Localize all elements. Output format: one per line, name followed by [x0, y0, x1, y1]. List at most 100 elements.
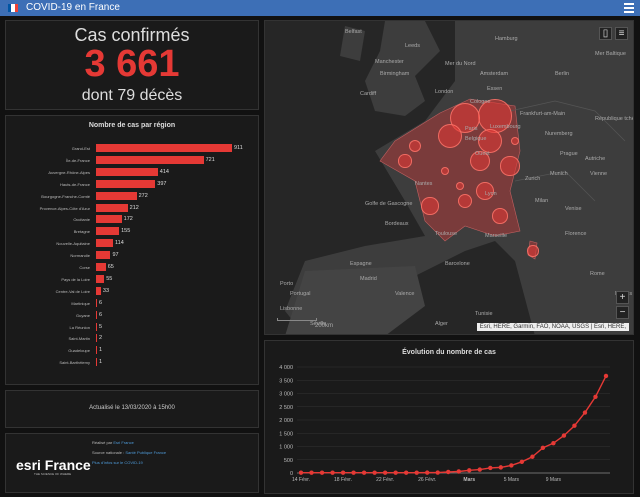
cases-data-point[interactable]	[351, 470, 356, 475]
region-bar[interactable]	[96, 179, 156, 188]
cases-data-point[interactable]	[498, 465, 504, 470]
source-link[interactable]: Santé Publique France	[125, 450, 167, 455]
region-bar-row[interactable]: Normandie 97	[6, 251, 260, 260]
case-bubble[interactable]	[510, 136, 520, 146]
case-bubble[interactable]	[500, 156, 520, 176]
zoom-out-button[interactable]: −	[616, 306, 629, 319]
map-place-label: Alger	[435, 321, 448, 327]
case-bubble[interactable]	[477, 128, 503, 154]
region-bar[interactable]	[96, 239, 114, 248]
cases-data-point[interactable]	[403, 470, 409, 475]
y-tick-label: 0	[290, 471, 293, 477]
case-bubble[interactable]	[408, 139, 422, 153]
region-bar[interactable]	[96, 215, 122, 224]
made-by-link[interactable]: Esri France	[113, 440, 134, 445]
region-bar[interactable]	[96, 286, 101, 295]
map-panel[interactable]: Belfast Leeds Manchester Birmingham Cardiff L…	[264, 20, 634, 335]
cases-data-point[interactable]	[509, 463, 514, 468]
case-bubble[interactable]	[421, 197, 439, 215]
region-bar-row[interactable]: Auvergne-Rhône-Alpes 414	[6, 167, 260, 176]
map-place-label: Tunisie	[475, 311, 493, 317]
cases-data-point[interactable]	[477, 467, 482, 472]
region-bar-row[interactable]: Île-de-France 721	[6, 155, 260, 164]
region-bar-row[interactable]: Pays de la Loire 55	[6, 274, 260, 283]
case-bubble[interactable]	[398, 154, 412, 168]
region-bar[interactable]	[96, 155, 204, 164]
cases-data-point[interactable]	[582, 410, 588, 415]
region-bar[interactable]	[96, 227, 120, 236]
cases-data-point[interactable]	[309, 470, 314, 475]
cases-data-point[interactable]	[330, 470, 335, 475]
region-bar[interactable]	[96, 274, 105, 283]
cases-data-point[interactable]	[319, 470, 325, 475]
region-bar-row[interactable]: Grand-Est 911	[6, 144, 260, 152]
region-bar-row[interactable]: Bretagne 155	[6, 227, 260, 236]
cases-data-point[interactable]	[340, 470, 346, 475]
region-bar-row[interactable]: Guadeloupe 1	[6, 346, 260, 355]
region-bar[interactable]	[96, 358, 97, 367]
region-bar-row[interactable]: Nouvelle-Aquitaine 114	[6, 239, 260, 248]
bookmark-button[interactable]: ▯	[599, 27, 612, 40]
region-bar[interactable]	[96, 298, 97, 307]
case-bubble[interactable]	[527, 245, 539, 257]
cases-data-point[interactable]	[425, 470, 430, 475]
cases-data-point[interactable]	[603, 373, 609, 379]
cases-data-point[interactable]	[572, 423, 577, 428]
cases-data-point[interactable]	[593, 394, 598, 399]
region-bar[interactable]	[96, 203, 128, 212]
cases-data-point[interactable]	[372, 470, 377, 475]
region-bar-row[interactable]: Centre-Val de Loire 33	[6, 286, 260, 295]
region-bar-row[interactable]: Saint-Barthélemy 1	[6, 358, 260, 367]
cases-data-point[interactable]	[540, 445, 546, 451]
cases-data-point[interactable]	[551, 440, 556, 446]
region-bar-row[interactable]: Occitanie 172	[6, 215, 260, 224]
y-tick-label: 3 000	[279, 392, 293, 398]
map-place-label: Autriche	[585, 156, 606, 162]
region-bar[interactable]	[96, 251, 111, 260]
menu-icon[interactable]	[624, 3, 634, 13]
case-bubble[interactable]	[440, 166, 450, 176]
region-bar-row[interactable]: Guyane 6	[6, 310, 260, 319]
region-bar[interactable]	[96, 346, 97, 355]
layers-button[interactable]: ≡	[615, 27, 628, 40]
region-bar[interactable]	[96, 167, 158, 176]
cases-data-point[interactable]	[467, 468, 472, 473]
case-bubble[interactable]	[455, 181, 464, 190]
region-bar-row[interactable]: Martinique 6	[6, 298, 260, 307]
cases-data-point[interactable]	[519, 459, 525, 464]
cases-data-point[interactable]	[382, 470, 388, 475]
cases-data-point[interactable]	[488, 465, 493, 471]
region-bar-row[interactable]: La Réunion 5	[6, 322, 260, 331]
zoom-in-button[interactable]: +	[616, 291, 629, 304]
region-bar-label: Guadeloupe	[68, 348, 90, 354]
region-bar[interactable]	[96, 263, 106, 271]
esri-logo[interactable]: esri France	[16, 457, 91, 473]
case-bubble[interactable]	[438, 124, 462, 148]
cases-data-point[interactable]	[298, 470, 304, 475]
region-bar-row[interactable]: Provence-Alpes-Côte d'Azur 212	[6, 203, 260, 212]
case-bubble[interactable]	[476, 182, 494, 200]
cases-data-point[interactable]	[530, 454, 535, 459]
cases-data-point[interactable]	[393, 470, 398, 475]
more-info-link[interactable]: Plus d'infos sur le COVID-19	[92, 460, 143, 465]
region-bar-row[interactable]: Bourgogne-Franche-Comté 272	[6, 191, 260, 200]
region-bar[interactable]	[96, 322, 97, 331]
region-bar[interactable]	[96, 310, 97, 319]
cases-data-point[interactable]	[561, 433, 567, 438]
cases-data-point[interactable]	[446, 469, 451, 475]
cases-data-point[interactable]	[435, 470, 440, 475]
cases-data-point[interactable]	[414, 470, 419, 475]
case-bubble[interactable]	[457, 193, 473, 209]
region-bar-row[interactable]: Hauts-de-France 397	[6, 179, 260, 188]
case-bubble[interactable]	[469, 150, 491, 172]
cases-data-point[interactable]	[456, 469, 461, 474]
case-bubble[interactable]	[492, 208, 508, 224]
region-bar[interactable]	[96, 191, 137, 200]
region-bar-row[interactable]: Saint-Martin 2	[6, 334, 260, 343]
region-bar-value: 6	[99, 311, 103, 318]
region-bar-row[interactable]: Corse 65	[6, 263, 260, 271]
region-bar[interactable]	[96, 144, 232, 152]
cases-data-point[interactable]	[361, 470, 367, 475]
region-bar[interactable]	[96, 334, 97, 343]
region-bar-label: Nouvelle-Aquitaine	[56, 241, 90, 247]
